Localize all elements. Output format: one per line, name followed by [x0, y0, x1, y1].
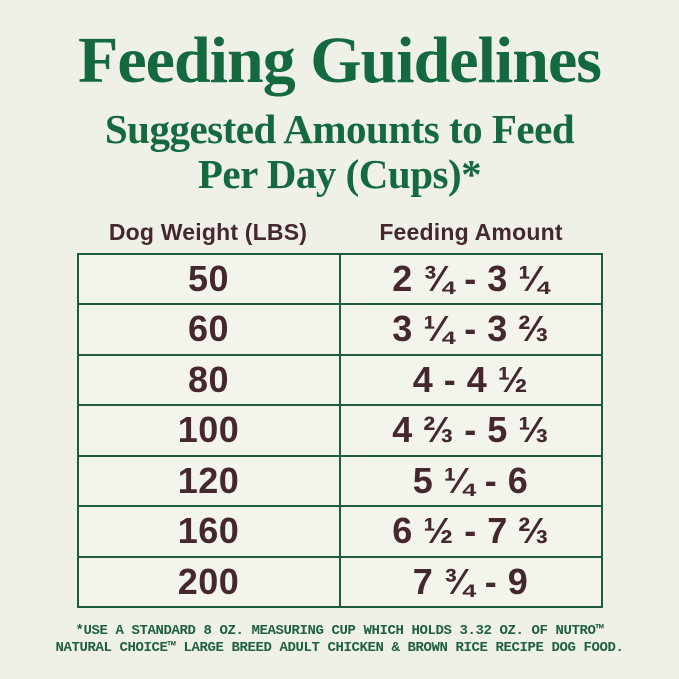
dog-weight-cell: 200: [76, 555, 341, 608]
table-row: 50 2 ¾ - 3 ¼: [76, 252, 603, 305]
dog-weight-cell: 160: [76, 505, 341, 558]
table-row: 200 7 ¾ - 9: [76, 555, 603, 608]
footnote: *USE A STANDARD 8 OZ. MEASURING CUP WHIC…: [0, 623, 679, 657]
table-row: 120 5 ¼ - 6: [76, 454, 603, 507]
feeding-amount-cell: 4 - 4 ½: [338, 353, 603, 406]
feeding-amount-cell: 2 ¾ - 3 ¼: [338, 252, 603, 305]
table-row: 80 4 - 4 ½: [76, 353, 603, 406]
page-title: Feeding Guidelines: [78, 24, 602, 97]
table-row: 160 6 ½ - 7 ⅔: [76, 505, 603, 558]
table-row: 60 3 ¼ - 3 ⅔: [76, 303, 603, 356]
dog-weight-cell: 50: [76, 252, 341, 305]
dog-weight-cell: 60: [76, 303, 341, 356]
table-column-headers: Dog Weight (LBS) Feeding Amount: [77, 219, 603, 246]
feeding-amount-cell: 5 ¼ - 6: [338, 454, 603, 507]
feeding-amount-cell: 4 ⅔ - 5 ⅓: [338, 404, 603, 457]
dog-weight-cell: 80: [76, 353, 341, 406]
footnote-line-2: NATURAL CHOICE™ LARGE BREED ADULT CHICKE…: [55, 640, 624, 657]
dog-weight-cell: 100: [76, 404, 341, 457]
dog-weight-cell: 120: [76, 454, 341, 507]
feeding-amount-cell: 3 ¼ - 3 ⅔: [338, 303, 603, 356]
feeding-guidelines-table: 50 2 ¾ - 3 ¼ 60 3 ¼ - 3 ⅔ 80 4 - 4 ½ 100…: [76, 252, 603, 609]
subtitle-line-2: Per Day (Cups)*: [197, 151, 482, 198]
footnote-line-1: *USE A STANDARD 8 OZ. MEASURING CUP WHIC…: [75, 623, 604, 639]
feeding-amount-cell: 6 ½ - 7 ⅔: [338, 505, 603, 558]
subtitle-line-1: Suggested Amounts to Feed: [104, 106, 575, 153]
page-subtitle: Suggested Amounts to Feed Per Day (Cups)*: [0, 107, 679, 197]
table-row: 100 4 ⅔ - 5 ⅓: [76, 404, 603, 457]
column-header-dog-weight: Dog Weight (LBS): [108, 218, 308, 245]
feeding-amount-cell: 7 ¾ - 9: [338, 555, 603, 608]
column-header-feeding-amount: Feeding Amount: [379, 218, 563, 245]
